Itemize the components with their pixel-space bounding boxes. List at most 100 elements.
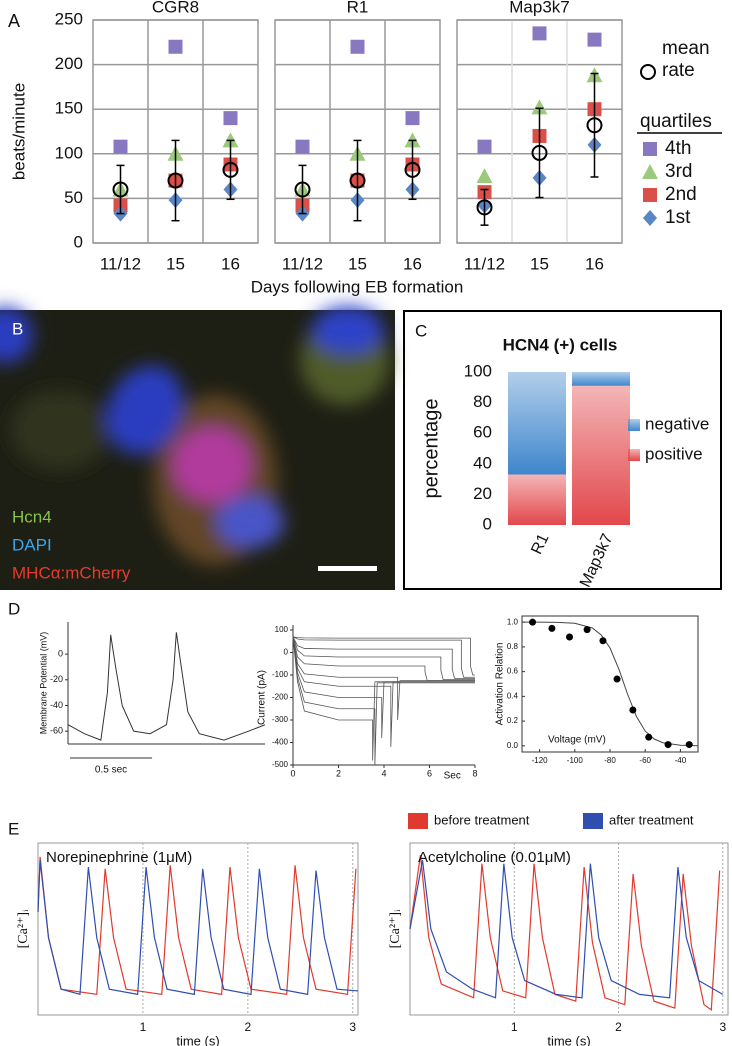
y-tick-label: 150 bbox=[55, 99, 83, 118]
legend-label: after treatment bbox=[609, 812, 694, 827]
y-tick-label: 0 bbox=[284, 648, 289, 657]
y-tick-label: -200 bbox=[272, 693, 289, 702]
plot-frame bbox=[409, 842, 729, 1016]
y-axis-label: Membrane Potential (mV) bbox=[38, 632, 48, 735]
subplot-title: CGR8 bbox=[152, 0, 199, 16]
x-axis-label: time (s) bbox=[547, 1033, 590, 1046]
y-tick-label: 0.6 bbox=[507, 667, 519, 676]
marker bbox=[643, 142, 657, 156]
legend-label: negative bbox=[645, 414, 709, 433]
y-tick-label: 0.8 bbox=[507, 642, 519, 651]
legend-swatch bbox=[408, 813, 428, 829]
legend-label: before treatment bbox=[434, 812, 530, 827]
y-tick-label: 80 bbox=[473, 392, 492, 411]
y-axis-label: beats/minute bbox=[9, 83, 28, 180]
y-tick-label: 100 bbox=[55, 143, 83, 162]
marker bbox=[643, 188, 657, 202]
subplot-title: R1 bbox=[347, 0, 369, 16]
current-trace bbox=[292, 636, 475, 678]
marker bbox=[112, 181, 129, 198]
x-tick-label: Map3k7 bbox=[577, 531, 617, 590]
legend-swatch bbox=[628, 449, 640, 461]
marker bbox=[113, 139, 128, 154]
current-trace bbox=[292, 636, 475, 761]
subplot-title: Map3k7 bbox=[509, 0, 569, 16]
stain-label: MHCα:mCherry bbox=[12, 563, 131, 582]
plot-frame bbox=[37, 842, 359, 1016]
data-point bbox=[529, 618, 537, 626]
current-trace bbox=[292, 636, 475, 721]
plot-frame bbox=[274, 19, 441, 244]
stain-label: DAPI bbox=[12, 535, 52, 554]
plot-frame bbox=[521, 615, 699, 753]
legend-label: 4th bbox=[665, 138, 691, 159]
y-tick-label: 100 bbox=[275, 625, 289, 634]
data-point bbox=[645, 733, 653, 741]
y-tick-label: 1.0 bbox=[507, 617, 519, 626]
y-tick-label: 200 bbox=[55, 54, 83, 73]
x-tick-label: 0 bbox=[290, 768, 295, 778]
x-tick-label: 6 bbox=[427, 768, 432, 778]
trace-line bbox=[67, 632, 266, 741]
marker bbox=[643, 210, 657, 226]
x-tick-label: 16 bbox=[221, 254, 240, 273]
x-tick-label: 11/12 bbox=[100, 254, 141, 273]
panel-frame bbox=[403, 310, 722, 590]
marker bbox=[476, 168, 493, 184]
panel-label: D bbox=[8, 599, 20, 618]
plot-frame bbox=[92, 19, 259, 244]
nucleus bbox=[172, 427, 252, 503]
legend-label: 2nd bbox=[665, 184, 697, 205]
y-tick-label: 0 bbox=[74, 232, 83, 251]
series-line bbox=[37, 856, 357, 996]
y-tick-label: 0 bbox=[483, 514, 492, 533]
x-axis-label: Sec bbox=[444, 771, 461, 782]
x-tick-label: -40 bbox=[675, 756, 687, 765]
y-tick-label: -400 bbox=[272, 738, 289, 747]
y-axis-label: Activation Relation bbox=[495, 643, 506, 726]
y-tick-label: 250 bbox=[55, 9, 83, 28]
x-tick-label: 2 bbox=[336, 768, 341, 778]
y-axis-label: [Ca²⁺]ᵢ bbox=[16, 909, 31, 948]
x-tick-label: 4 bbox=[381, 768, 386, 778]
x-tick-label: -60 bbox=[639, 756, 651, 765]
marker bbox=[532, 26, 547, 41]
marker bbox=[294, 181, 311, 198]
marker bbox=[642, 164, 658, 179]
data-point bbox=[685, 741, 693, 749]
marker bbox=[405, 111, 420, 126]
x-tick-label: -80 bbox=[604, 756, 616, 765]
plot-frame bbox=[456, 19, 623, 244]
x-tick-label: 8 bbox=[472, 768, 477, 778]
data-point bbox=[583, 626, 591, 634]
chart-title: HCN4 (+) cells bbox=[503, 335, 618, 354]
scale-bar bbox=[318, 566, 377, 571]
nucleus bbox=[216, 496, 284, 548]
marker bbox=[167, 172, 184, 189]
stain-label: Hcn4 bbox=[12, 507, 52, 526]
y-tick-label: 40 bbox=[473, 453, 492, 472]
marker bbox=[223, 111, 238, 126]
scale-bar-label: 0.5 sec bbox=[95, 765, 127, 776]
marker bbox=[587, 32, 602, 47]
marker bbox=[349, 172, 366, 189]
y-tick-label: 20 bbox=[473, 484, 492, 503]
x-tick-label: 15 bbox=[348, 254, 367, 273]
data-point bbox=[566, 633, 574, 641]
data-point bbox=[629, 706, 637, 714]
y-tick-label: -40 bbox=[50, 700, 63, 710]
y-tick-label: 100 bbox=[464, 361, 492, 380]
data-point bbox=[664, 741, 672, 749]
panel-label: A bbox=[8, 11, 20, 31]
panel-label: E bbox=[8, 819, 19, 838]
current-trace bbox=[292, 636, 475, 682]
y-axis-label: [Ca²⁺]ᵢ bbox=[388, 909, 403, 948]
legend-swatch bbox=[583, 813, 603, 829]
current-trace bbox=[292, 636, 475, 766]
marker bbox=[168, 39, 183, 54]
data-point bbox=[613, 675, 621, 683]
y-axis-label: Current (pA) bbox=[257, 670, 268, 725]
y-tick-label: 0.4 bbox=[507, 691, 519, 700]
